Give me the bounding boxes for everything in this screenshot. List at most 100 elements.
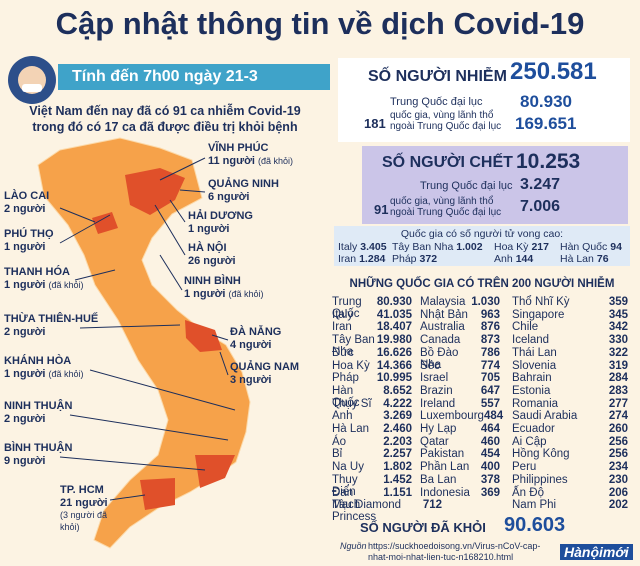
table-row: Hàn Quốc 8.652 (332, 385, 412, 409)
case-count: 330 (608, 334, 628, 347)
country-name: Bahrain (512, 372, 552, 385)
case-count: 1.030 (471, 296, 500, 308)
high-death-item: Hàn Quốc 94 (560, 241, 622, 253)
province-count: 1 người (188, 223, 229, 235)
country-name: Pakistan (420, 448, 465, 461)
country-name: Iran (338, 253, 357, 265)
case-count: 2 người (4, 413, 46, 425)
country-name: Slovenia (512, 359, 557, 372)
high-death-item: Italy 3.405 (338, 241, 387, 253)
high-deaths-panel (334, 226, 630, 266)
table-row: Pakistan 454 (420, 448, 500, 460)
table-row: Italy 41.035 (332, 309, 412, 321)
country-name: Hàn Quốc (560, 241, 608, 253)
table-row: Hoa Kỳ 14.366 (332, 360, 412, 372)
table-row: Estonia 283 (512, 385, 628, 397)
country-name: Iran (332, 321, 352, 334)
country-name: Romania (512, 397, 559, 410)
country-name: Ireland (420, 397, 456, 410)
case-count: 18.407 (376, 321, 412, 334)
country-name: Trung Quốc (332, 296, 362, 320)
country-name: Bỉ (332, 448, 343, 461)
case-count: 26 người (188, 255, 236, 267)
case-count: 876 (480, 321, 500, 334)
death-count: 144 (515, 253, 534, 265)
deaths-panel (362, 146, 628, 224)
country-name: Ecuador (512, 423, 555, 435)
table-row: Thụy Điển 1.452 (332, 474, 412, 498)
country-name: Chile (512, 321, 539, 334)
province-name: QUẢNG NAM (230, 361, 300, 373)
table-row: Philippines 230 (512, 474, 628, 486)
case-count: 274 (608, 410, 628, 423)
country-name: Anh (494, 253, 513, 265)
infected-panel (338, 58, 630, 142)
country-name: Pháp (392, 253, 417, 265)
case-count: 4 người (230, 339, 272, 351)
mask-icon (22, 84, 42, 92)
case-count: 4.222 (383, 397, 412, 410)
high-deaths-title: Quốc gia có số người tử vong cao: (400, 228, 564, 240)
country-name: Nhật Bản (420, 308, 468, 321)
table-row: Iceland 330 (512, 334, 628, 346)
country-name: Indonesia (420, 486, 470, 499)
case-count: 963 (480, 308, 500, 321)
province-count: 3 người (230, 374, 271, 386)
case-count: 6 người (208, 191, 250, 203)
case-count: 206 (608, 486, 628, 499)
case-count: 345 (608, 308, 628, 321)
province-name: THỪA THIÊN-HUẾ (4, 313, 99, 325)
death-count: 3.405 (360, 241, 387, 253)
province-name: THANH HÓA (4, 266, 70, 278)
intro-line: trong đó có 17 ca đã được điều trị khỏi … (32, 120, 298, 134)
leader-lines (59, 157, 236, 501)
country-name: Ba Lan (420, 473, 457, 486)
date-banner: Tính đến 7h00 ngày 21-3 (58, 64, 330, 90)
other-deaths: 7.006 (520, 198, 561, 215)
table-row: Peru 234 (512, 461, 628, 473)
country-name: Phần Lan (420, 461, 470, 474)
high-death-item: Tây Ban Nha 1.002 (392, 241, 483, 253)
province-name: ĐÀ NẴNG (230, 326, 282, 338)
death-count: 76 (596, 253, 609, 265)
other-label: quốc gia, vùng lãnh thổ ngoài Trung Quốc… (390, 196, 502, 218)
province-count: 1 người (đã khỏi) (4, 368, 84, 380)
province-name: VĨNH PHÚC (208, 142, 269, 154)
case-count: 41.035 (376, 308, 412, 321)
case-count: 2 người (4, 203, 46, 215)
table-row: Séc 774 (420, 360, 500, 372)
case-count: 460 (480, 435, 500, 448)
case-count: 774 (480, 359, 500, 372)
table-row: Saudi Arabia 274 (512, 410, 628, 422)
country-name: Thụy Sĩ (332, 397, 372, 410)
case-count: 1 người (4, 368, 46, 380)
source-url: https://suckhoedoisong.vn/Virus-nCoV-cap… (368, 541, 541, 562)
table-row: Thổ Nhĩ Kỳ 359 (512, 296, 628, 308)
province-count: 1 người (đã khỏi) (4, 279, 84, 291)
case-count: 256 (608, 448, 628, 461)
country-name: Tây Ban Nha (392, 241, 454, 253)
high-death-item: Hà Lan 76 (560, 253, 609, 265)
region-hcm (140, 478, 175, 510)
country-name: Luxembourg (420, 410, 484, 423)
region-north (125, 168, 185, 215)
table-row: Iran 18.407 (332, 321, 412, 333)
table-row: Ấn Độ 206 (512, 487, 628, 499)
deaths-total: 10.253 (516, 150, 581, 173)
case-count: 2.203 (383, 435, 412, 448)
case-count: 342 (608, 321, 628, 334)
table-row: Ai Cập 256 (512, 436, 628, 448)
table-row: Slovenia 319 (512, 360, 628, 372)
case-count: 1 người (4, 279, 46, 291)
table-row: Qatar 460 (420, 436, 500, 448)
case-count: 256 (608, 435, 628, 448)
recovered-total: 90.603 (504, 514, 566, 536)
table-row: Brazin 647 (420, 385, 500, 397)
map (8, 56, 251, 549)
table-row: Canada 873 (420, 334, 500, 346)
province-name: NINH BÌNH (184, 275, 241, 287)
case-count: 14.366 (376, 359, 412, 372)
country-name: Anh (332, 410, 353, 423)
table-row: Malaysia 1.030 (420, 296, 500, 308)
country-name: Tây Ban Nha (332, 334, 375, 359)
